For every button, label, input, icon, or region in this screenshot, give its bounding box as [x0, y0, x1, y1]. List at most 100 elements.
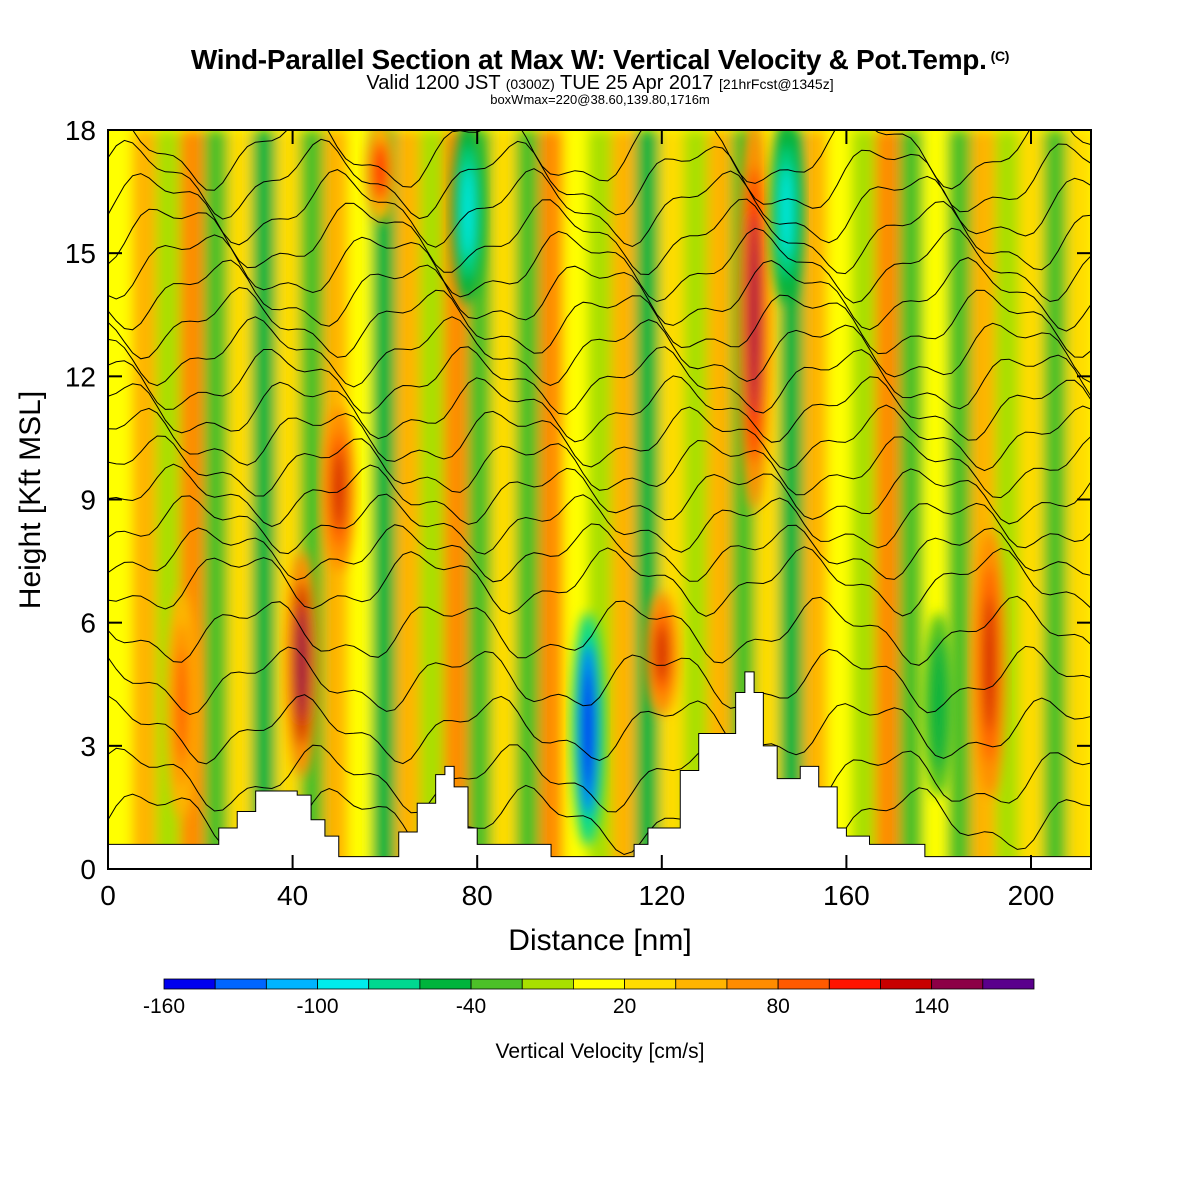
- chart-title: Wind-Parallel Section at Max W: Vertical…: [0, 44, 1200, 76]
- colorbar-swatch: [521, 978, 574, 990]
- isentrope-line: [108, 316, 1091, 388]
- y-tick-label: 15: [65, 238, 96, 269]
- x-axis: 0 40 80 120 160 200: [100, 130, 1054, 911]
- isentrope-line: [108, 595, 1091, 666]
- box-info: boxWmax=220@38.60,139.80,1716m: [490, 92, 710, 107]
- velocity-band: [395, 130, 421, 869]
- velocity-band: [827, 130, 853, 869]
- x-tick-label: 0: [100, 880, 116, 911]
- velocity-band: [635, 130, 661, 869]
- velocity-feature: [973, 530, 1006, 797]
- x-tick-label: 120: [638, 880, 685, 911]
- chart-title-sup: (C): [990, 48, 1010, 64]
- colorbar-swatch: [419, 978, 472, 990]
- isentrope-line: [108, 435, 1091, 499]
- velocity-feature: [770, 130, 803, 305]
- isentrope-line: [108, 227, 1091, 304]
- isentrope-line: [108, 286, 1091, 360]
- colorbar-tick-label: -40: [456, 995, 486, 1018]
- y-axis: 0 3 6 9 12 15 18: [65, 115, 1091, 885]
- velocity-band: [659, 130, 685, 869]
- colorbar-swatch: [368, 978, 421, 990]
- y-tick-label: 6: [80, 608, 96, 639]
- vertical-velocity-field: [108, 130, 1091, 869]
- isentrope-line: [108, 168, 1091, 248]
- terrain-mask: [108, 671, 1091, 869]
- isentrope-line: [108, 375, 1091, 443]
- isentrope-line: [108, 523, 1091, 583]
- colorbar-tick-label: 80: [766, 995, 789, 1018]
- colorbar-swatch: [726, 978, 779, 990]
- colorbar-swatch: [828, 978, 881, 990]
- y-tick-label: 3: [80, 731, 96, 762]
- isentrope-line: [108, 694, 1091, 765]
- colorbar-swatch: [214, 978, 267, 990]
- velocity-feature: [645, 592, 678, 715]
- isentrope-line: [108, 346, 1091, 415]
- x-tick-label: 160: [823, 880, 870, 911]
- valid-prefix: Valid 1200 JST: [366, 72, 501, 94]
- velocity-band: [899, 130, 925, 869]
- velocity-feature: [285, 551, 318, 777]
- velocity-band: [539, 130, 565, 869]
- velocity-band: [803, 130, 829, 869]
- velocity-band: [851, 130, 877, 869]
- colorbar: -160 -100 -40 20 80 140: [143, 978, 1035, 1018]
- chart-title-main: Wind-Parallel Section at Max W: Vertical…: [190, 44, 987, 75]
- velocity-feature: [451, 130, 484, 305]
- colorbar-swatch: [573, 978, 625, 990]
- velocity-band: [491, 130, 517, 869]
- isentrope-line: [132, 130, 1091, 191]
- colorbar-swatch: [624, 978, 677, 990]
- colorbar-tick-label: 140: [914, 995, 949, 1018]
- colorbar-tick-label: -100: [297, 995, 339, 1018]
- velocity-band: [875, 130, 901, 869]
- y-tick-label: 9: [80, 485, 96, 516]
- colorbar-swatch: [777, 978, 830, 990]
- colorbar-swatch: [265, 978, 318, 990]
- velocity-band: [227, 130, 253, 869]
- velocity-band: [419, 130, 445, 869]
- velocity-band: [1043, 130, 1069, 869]
- colorbar-tick-label: -160: [143, 995, 185, 1018]
- colorbar-swatch: [982, 978, 1035, 990]
- isentrope-line: [108, 198, 1091, 276]
- velocity-feature: [322, 407, 355, 572]
- velocity-band: [371, 130, 397, 869]
- y-tick-label: 18: [65, 115, 96, 146]
- valid-utc: (0300Z): [505, 76, 555, 92]
- isentrope-line: [108, 645, 1091, 716]
- velocity-band: [611, 130, 637, 869]
- velocity-feature: [922, 612, 955, 797]
- isentrope-line: [108, 404, 1091, 472]
- velocity-feature: [165, 592, 198, 818]
- x-tick-label: 40: [277, 880, 308, 911]
- isentrope-line: [108, 463, 1091, 528]
- velocity-feature: [364, 130, 397, 223]
- colorbar-label: Vertical Velocity [cm/s]: [496, 1040, 705, 1063]
- isentrope-line: [108, 257, 1091, 332]
- isentrope-line: [108, 546, 1091, 617]
- velocity-band: [251, 130, 277, 869]
- velocity-band: [1019, 130, 1045, 869]
- colorbar-swatch: [931, 978, 984, 990]
- colorbar-swatch: [317, 978, 370, 990]
- colorbar-swatch: [470, 978, 523, 990]
- y-axis-label: Height [Kft MSL]: [14, 391, 47, 609]
- chart-subtitle: Valid 1200 JST (0300Z) TUE 25 Apr 2017 […: [0, 72, 1200, 95]
- x-tick-label: 200: [1008, 880, 1055, 911]
- colorbar-swatch: [163, 978, 216, 990]
- isentrope-line: [108, 744, 1091, 814]
- forecast-info: [21hrFcst@1345z]: [718, 76, 834, 92]
- colorbar-tick-label: 20: [613, 995, 636, 1018]
- y-tick-label: 12: [65, 361, 96, 392]
- x-axis-label: Distance [nm]: [508, 924, 691, 957]
- y-tick-label: 0: [80, 854, 96, 885]
- valid-date: TUE 25 Apr 2017: [559, 72, 714, 94]
- colorbar-swatch: [880, 978, 933, 990]
- isentrope-line: [108, 493, 1091, 555]
- velocity-feature: [571, 612, 604, 847]
- x-tick-label: 80: [462, 880, 493, 911]
- colorbar-swatch: [675, 978, 728, 990]
